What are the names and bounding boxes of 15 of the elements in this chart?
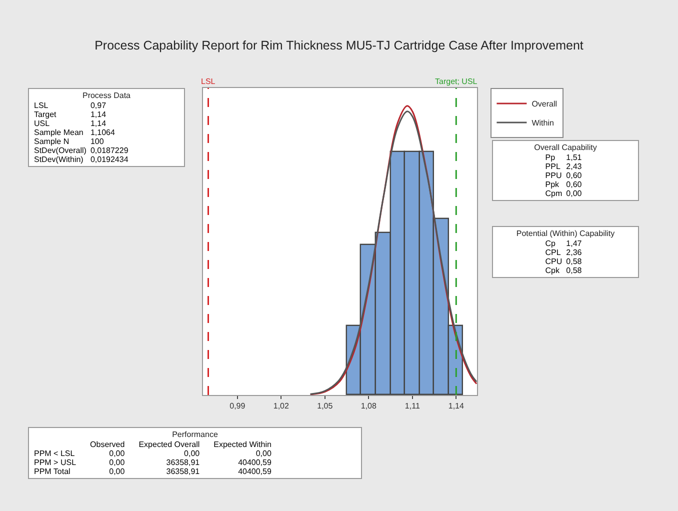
x-tick-label: 0,99 (230, 402, 246, 411)
text: Process Data LSL 0,97 Target 1,14 USL 1,14 Sample Mean 1,1064 Sample N 100 StDev(Overall) 0,0187229 StDev(Within) 0,0192434 (34, 91, 131, 164)
text: Performance Observed Expected Overall Expected Within PPM < LSL 0,00 0,00 0,00 PPM > USL 0,00 36358,91 40400,59 PPM Total 0,00 36358,91 40400,59 (34, 430, 272, 476)
x-tick-label: 1,11 (404, 402, 420, 411)
chart-title: Process Capability Report for Rim Thickness MU5-TJ Cartridge Case After Improvement (94, 38, 584, 53)
text: Potential (Within) Capability Cp 1,47 CPL 2,36 CPU 0,58 Cpk 0,58 (516, 229, 615, 275)
legend-label: Within (532, 118, 554, 128)
x-tick-label: 1,05 (317, 402, 334, 411)
text: Overall Capability Pp 1,51 PPL 2,43 PPU 0,60 Ppk 0,60 Cpm 0,00 (534, 143, 597, 198)
ref-line-label: LSL (201, 77, 216, 86)
x-tick-label: 1,02 (273, 402, 290, 411)
ref-line-label: Target; USL (435, 77, 478, 86)
legend-label: Overall (532, 100, 558, 109)
x-tick-label: 1,14 (448, 402, 464, 411)
x-tick-label: 1,08 (360, 402, 377, 411)
